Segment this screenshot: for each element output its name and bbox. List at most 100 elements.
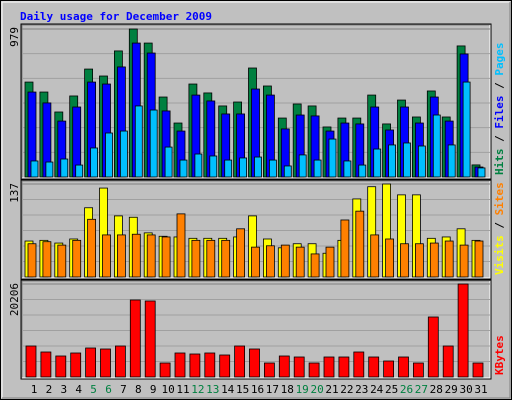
bar <box>427 316 439 378</box>
bar <box>87 218 96 278</box>
bar <box>358 164 367 178</box>
bar <box>400 243 409 278</box>
bar <box>298 154 307 178</box>
bar <box>477 167 486 178</box>
x-tick-label: 12 <box>191 383 204 396</box>
bar <box>85 347 96 378</box>
x-tick-label: 4 <box>75 383 82 396</box>
bar <box>164 146 173 178</box>
bar <box>40 351 52 378</box>
legend: Hits / Files / Pages <box>493 43 506 176</box>
x-tick-label: 8 <box>135 383 142 396</box>
bevel <box>22 25 491 179</box>
legend-entry: KBytes <box>493 335 506 375</box>
bar <box>149 109 158 178</box>
legend-separator: / <box>493 76 506 96</box>
chart-title: Daily usage for December 2009 <box>20 10 212 23</box>
bar <box>161 236 171 278</box>
bar <box>174 352 186 378</box>
bar <box>179 159 188 178</box>
bar <box>432 114 441 178</box>
bar <box>209 155 218 178</box>
x-tick-label: 2 <box>46 383 53 396</box>
bar <box>355 210 365 278</box>
y-tick-label: 979 <box>8 27 21 47</box>
bar <box>295 246 305 278</box>
bar <box>236 228 246 278</box>
x-tick-label: 1 <box>31 383 38 396</box>
x-tick-label: 14 <box>221 383 235 396</box>
y-tick-label: 20206 <box>8 283 21 316</box>
bar <box>429 242 439 278</box>
bar <box>283 165 292 178</box>
bar <box>134 105 143 178</box>
x-tick-label: 5 <box>90 383 97 396</box>
bar <box>310 253 320 278</box>
y-tick-label: 137 <box>8 183 21 203</box>
x-tick-label: 13 <box>206 383 219 396</box>
bar <box>280 244 290 278</box>
legend-separator: / <box>493 129 506 149</box>
bar <box>189 353 201 378</box>
bar <box>293 356 305 378</box>
legend: Visits / Sites <box>493 182 506 275</box>
bevel <box>21 24 490 178</box>
bar <box>219 354 231 378</box>
bar <box>60 158 69 178</box>
bar <box>234 345 246 378</box>
x-tick-label: 18 <box>281 383 294 396</box>
bar <box>144 300 156 378</box>
x-tick-label: 27 <box>415 383 428 396</box>
x-tick-label: 17 <box>266 383 279 396</box>
x-tick-label: 10 <box>161 383 174 396</box>
legend-entry: Files <box>493 96 506 129</box>
bar <box>115 345 126 378</box>
x-tick-label: 31 <box>474 383 487 396</box>
bar <box>442 345 454 378</box>
bar <box>239 157 248 178</box>
bar <box>278 355 290 378</box>
bar <box>25 345 37 378</box>
bar <box>224 159 233 178</box>
bar <box>55 355 67 378</box>
bar <box>462 81 471 178</box>
bar <box>370 234 380 278</box>
bar <box>325 246 335 278</box>
bar <box>343 160 352 178</box>
bar <box>45 161 54 178</box>
bar <box>388 144 397 178</box>
x-tick-label: 29 <box>445 383 458 396</box>
bar <box>412 362 424 378</box>
bar <box>254 156 262 178</box>
bevel <box>22 281 491 379</box>
x-tick-label: 3 <box>60 383 67 396</box>
bar <box>353 351 365 378</box>
bar <box>373 148 382 178</box>
bar <box>176 213 186 278</box>
legend-entry: Sites <box>493 182 506 215</box>
x-tick-label: 24 <box>370 383 384 396</box>
x-tick-label: 22 <box>340 383 353 396</box>
bar <box>102 234 111 278</box>
bar <box>328 138 337 178</box>
bar <box>368 356 380 378</box>
bar <box>338 356 350 378</box>
bar <box>129 299 141 378</box>
bar <box>249 348 260 378</box>
bar <box>383 360 395 378</box>
x-tick-label: 25 <box>385 383 398 396</box>
legend-entry: Hits <box>493 149 506 176</box>
x-tick-label: 21 <box>325 383 338 396</box>
x-tick-label: 20 <box>310 383 323 396</box>
bar <box>206 239 216 278</box>
bar <box>105 132 113 178</box>
bevel <box>22 181 491 279</box>
bar <box>403 142 411 178</box>
legend: KBytes <box>493 335 506 375</box>
x-tick-label: 7 <box>120 383 127 396</box>
x-tick-label: 23 <box>355 383 368 396</box>
bar <box>90 147 98 178</box>
